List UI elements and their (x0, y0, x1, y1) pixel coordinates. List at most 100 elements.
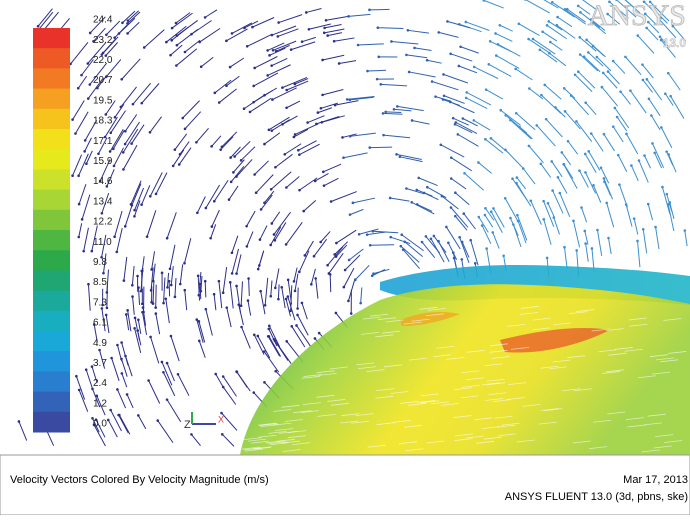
vector-head (255, 191, 258, 194)
footer-software: ANSYS FLUENT 13.0 (3d, pbns, ske) (505, 491, 688, 503)
vector-head (574, 73, 577, 76)
vector-head (87, 283, 90, 286)
vector-head (377, 26, 380, 29)
vector-head (166, 237, 169, 240)
velocity-vector (386, 112, 402, 113)
vector-head (107, 419, 110, 422)
vector-head (154, 306, 157, 309)
vector-head (200, 65, 203, 68)
vector-head (489, 40, 492, 43)
vector-head (584, 153, 587, 156)
vector-head (120, 341, 123, 344)
vector-head (326, 264, 329, 267)
vector-head (78, 203, 81, 206)
vector-head (137, 286, 140, 289)
vector-head (603, 180, 606, 183)
vector-head (596, 56, 599, 59)
vector-head (253, 67, 256, 70)
vector-head (532, 38, 535, 41)
vector-head (247, 299, 250, 302)
vector-head (516, 214, 519, 217)
vector-head (587, 150, 590, 153)
vector-head (310, 283, 313, 286)
vector-head (382, 134, 385, 137)
vector-head (270, 188, 273, 191)
legend-label: 24.4 (93, 15, 113, 26)
vector-head (636, 34, 639, 37)
vector-head (431, 80, 434, 83)
vector-head (416, 203, 419, 206)
vector-head (485, 88, 488, 91)
vector-head (516, 176, 519, 179)
vector-head (109, 409, 112, 412)
vector-head (301, 40, 304, 43)
vector-head (156, 419, 159, 422)
legend-swatch (33, 331, 70, 352)
vector-head (382, 112, 385, 115)
vector-head (338, 62, 341, 65)
vector-head (131, 284, 134, 287)
vector-head (184, 51, 187, 54)
legend-swatch (33, 291, 70, 312)
vector-head (458, 236, 461, 239)
vector-head (302, 210, 305, 213)
vector-head (269, 244, 272, 247)
vector-head (204, 16, 207, 19)
vector-head (259, 238, 262, 241)
vector-head (625, 203, 628, 206)
vector-head (515, 112, 518, 115)
legend-swatch (33, 210, 70, 231)
vector-head (268, 129, 271, 132)
vector-head (473, 66, 476, 69)
vector-head (121, 372, 124, 375)
vector-head (648, 98, 651, 101)
vector-head (229, 281, 232, 284)
vector-head (352, 202, 355, 205)
legend-swatch (33, 89, 70, 110)
vector-head (166, 362, 169, 365)
vector-head (358, 233, 361, 236)
vector-head (465, 97, 468, 100)
vector-head (205, 207, 208, 210)
vector-head (116, 388, 119, 391)
vector-head (341, 136, 344, 139)
vector-head (169, 54, 172, 57)
vector-head (277, 35, 280, 38)
vector-head (629, 89, 632, 92)
vector-head (540, 163, 543, 166)
vector-head (152, 302, 155, 305)
vector-head (113, 165, 116, 168)
vector-head (266, 74, 269, 77)
vector-head (549, 41, 552, 44)
vector-head (407, 29, 410, 32)
legend-swatch (33, 28, 70, 49)
vector-head (547, 20, 550, 23)
vector-head (335, 312, 338, 315)
vector-head (122, 168, 125, 171)
vector-head (603, 177, 606, 180)
vector-head (113, 36, 116, 39)
vector-head (168, 280, 171, 283)
vector-head (146, 235, 149, 238)
vector-head (624, 56, 627, 59)
vector-head (142, 306, 145, 309)
vector-head (542, 218, 545, 221)
vector-head (161, 361, 164, 364)
vector-head (295, 324, 298, 327)
vector-head (642, 228, 645, 231)
vector-head (557, 176, 560, 179)
vector-head (578, 169, 581, 172)
vector-head (121, 21, 124, 24)
vector-head (617, 154, 620, 157)
vector-head (131, 295, 134, 298)
legend-swatch (33, 230, 70, 251)
vector-head (504, 197, 507, 200)
vector-head (271, 98, 274, 101)
vector-head (109, 150, 112, 153)
footer-date: Mar 17, 2013 (623, 474, 688, 486)
vector-head (178, 163, 181, 166)
vector-head (446, 20, 449, 23)
vector-head (245, 225, 248, 228)
vector-head (570, 94, 573, 97)
vector-head (200, 290, 203, 293)
